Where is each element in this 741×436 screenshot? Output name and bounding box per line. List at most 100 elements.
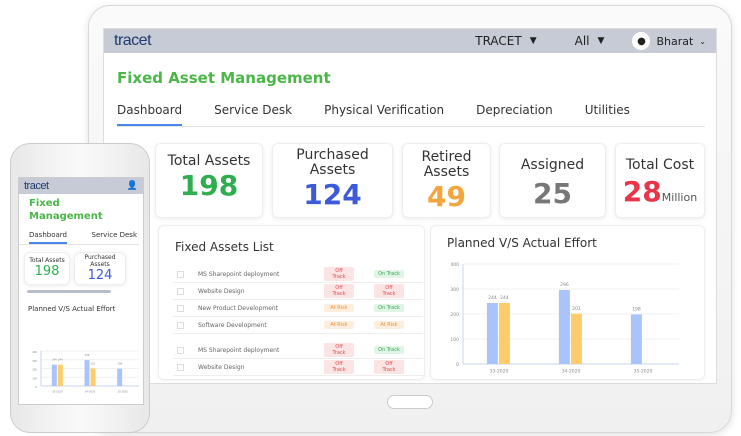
row-checkbox[interactable]: [177, 321, 184, 329]
card-retired-assets[interactable]: Retired Assets 49: [402, 143, 491, 218]
status-badge: At Risk: [324, 304, 354, 312]
status-badge: On Track: [374, 346, 404, 354]
y-tick-label: 300: [450, 287, 459, 293]
row-name: New Product Development: [198, 304, 279, 312]
row-name: Website Design: [198, 363, 245, 371]
mobile-card-total-assets[interactable]: Total Assets 198: [24, 252, 70, 285]
data-label: 244: [500, 295, 509, 301]
y-tick-label: 0: [456, 362, 459, 368]
x-tick-label: 33-2020: [52, 390, 63, 394]
status-badge: On Track: [374, 304, 404, 312]
org-select[interactable]: TRACET ▼: [475, 34, 537, 48]
row-name: Software Development: [198, 321, 267, 329]
table-row[interactable]: Software Development At Risk At Risk: [173, 317, 423, 334]
bar: [57, 364, 63, 386]
tab-physical-verification[interactable]: Physical Verification: [324, 103, 445, 117]
page-title: Fixed Asset Management: [117, 69, 331, 87]
mobile-title: Fixed Management: [29, 198, 103, 222]
row-checkbox[interactable]: [177, 304, 184, 312]
mobile-scrollbar[interactable]: [27, 290, 111, 293]
mobile-card-purchased-assets[interactable]: Purchased Assets 124: [74, 252, 126, 285]
data-label: 296: [85, 353, 90, 357]
card-total-cost[interactable]: Total Cost 28Million: [615, 143, 705, 218]
mobile-chart-title: Planned V/S Actual Effort: [28, 305, 116, 313]
status-badge: Off Track: [374, 360, 404, 374]
y-tick-label: 100: [450, 337, 459, 343]
table-row[interactable]: MS Sharepoint deployment Off Track On Trac…: [173, 342, 423, 359]
y-tick-label: 400: [450, 262, 459, 268]
status-badge: At Risk: [374, 321, 404, 329]
logo: tracet: [114, 32, 152, 49]
row-checkbox[interactable]: [177, 270, 184, 278]
card-assigned[interactable]: Assigned 25: [499, 143, 606, 218]
tab-utilities[interactable]: Utilities: [584, 103, 630, 117]
data-label: 198: [632, 307, 641, 313]
x-tick-label: 35-2020: [634, 369, 653, 375]
user-menu[interactable]: ● Bharat ⌄: [632, 32, 706, 50]
status-badge: Off Track: [324, 284, 354, 298]
bar: [570, 313, 582, 364]
fixed-assets-list-panel: Fixed Assets List MS Sharepoint deployme…: [158, 225, 425, 380]
bar: [90, 368, 96, 386]
mobile-tab-dashboard[interactable]: Dashboard: [29, 231, 67, 244]
y-tick-label: 300: [32, 359, 37, 363]
x-tick-label: 34-2020: [562, 369, 581, 375]
y-tick-label: 200: [32, 368, 37, 372]
x-tick-label: 33-2020: [490, 369, 509, 375]
x-tick-label: 34-2020: [85, 390, 96, 394]
y-tick-label: 0: [35, 385, 37, 389]
tablet-home-button: [387, 395, 433, 409]
status-badge: Off Track: [324, 360, 354, 374]
status-badge: On Track: [374, 270, 404, 278]
table-row[interactable]: MS Sharepoint deployment Off Track On Trac…: [173, 266, 423, 283]
tab-depreciation[interactable]: Depreciation: [476, 103, 553, 117]
data-label: 244: [52, 358, 57, 362]
row-checkbox[interactable]: [177, 287, 184, 295]
tab-service-desk[interactable]: Service Desk: [214, 103, 293, 117]
user-icon[interactable]: 👤: [126, 181, 138, 191]
phone-screen: tracet 👤 Fixed Management Dashboard Serv…: [18, 177, 144, 405]
row-name: Website Design: [198, 287, 245, 295]
scope-select[interactable]: All ▼: [574, 34, 605, 48]
row-checkbox[interactable]: [177, 363, 184, 371]
bar: [84, 360, 90, 386]
y-tick-label: 200: [450, 312, 459, 318]
data-label: 198: [117, 362, 122, 366]
chevron-down-icon: ⌄: [699, 36, 706, 46]
status-badge: Off Track: [324, 267, 354, 281]
row-checkbox[interactable]: [177, 346, 184, 354]
y-tick-label: 100: [32, 376, 37, 380]
user-icon: ●: [632, 32, 651, 50]
top-bar: tracet TRACET ▼ All ▼ ● Bharat ⌄: [104, 29, 716, 53]
effort-bar-chart: 0 100 200 300 400 33-2020 244 244 34-2020 296 201 3…: [450, 262, 679, 375]
status-badge: At Risk: [324, 321, 354, 329]
data-label: 201: [572, 306, 581, 312]
bar: [117, 368, 123, 386]
effort-chart-panel: Planned V/S Actual Effort 0 100 200 300 400 3…: [430, 225, 705, 380]
tab-dashboard[interactable]: Dashboard: [117, 103, 183, 126]
y-tick-label: 400: [32, 350, 37, 354]
status-badge: Off Track: [324, 343, 354, 357]
table-row[interactable]: Website Design Off Track Off Track: [173, 359, 423, 376]
bar: [486, 303, 498, 364]
row-name: MS Sharepoint deployment: [198, 270, 280, 278]
mobile-top-bar: tracet 👤: [19, 178, 143, 194]
card-purchased-assets[interactable]: Purchased Assets 124: [272, 143, 393, 218]
bar: [498, 303, 510, 364]
card-total-assets[interactable]: Total Assets 198: [155, 143, 263, 218]
x-tick-label: 35-2020: [117, 390, 128, 394]
bar: [558, 290, 570, 364]
status-badge: Off Track: [374, 284, 404, 298]
table-row[interactable]: Website Design Off Track Off Track: [173, 283, 423, 300]
data-label: 244: [488, 295, 497, 301]
data-label: 244: [58, 358, 63, 362]
mobile-tab-service-desk[interactable]: Service Desk: [91, 231, 138, 239]
caret-down-icon: ▼: [597, 36, 605, 46]
bar: [51, 364, 57, 386]
data-label: 201: [91, 361, 96, 365]
tab-bar: Dashboard Service Desk Physical Verifica…: [117, 103, 705, 127]
table-row[interactable]: New Product Development At Risk On Track: [173, 300, 423, 317]
bar: [630, 314, 642, 364]
row-name: MS Sharepoint deployment: [198, 346, 280, 354]
